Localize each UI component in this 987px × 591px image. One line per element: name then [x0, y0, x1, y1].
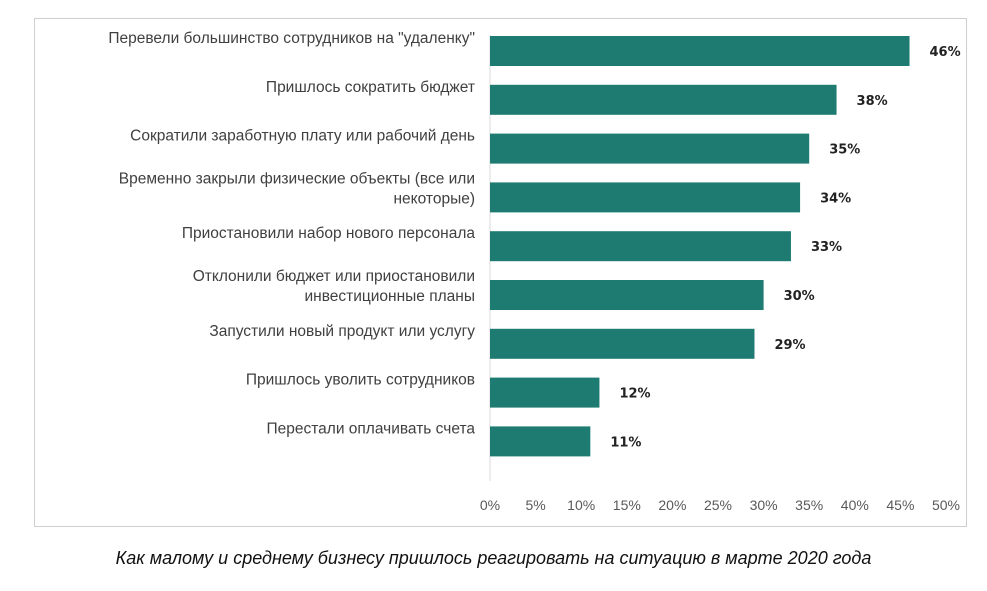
- x-tick-label: 30%: [750, 497, 778, 513]
- category-label: Запустили новый продукт или услугу: [209, 323, 475, 340]
- data-label: 11%: [610, 435, 641, 450]
- data-label: 38%: [857, 94, 888, 109]
- data-label: 35%: [829, 143, 860, 158]
- bar-chart: 46% Перевели большинство сотрудников на "…: [108, 30, 961, 513]
- category-label-line: Перевели большинство сотрудников на "уда…: [108, 30, 475, 47]
- category-label: Пришлось сократить бюджет: [266, 79, 475, 96]
- x-tick-label: 0%: [480, 497, 500, 513]
- x-tick-label: 40%: [841, 497, 869, 513]
- category-label: Сократили заработную плату или рабочий д…: [130, 128, 475, 145]
- x-tick-label: 20%: [658, 497, 686, 513]
- category-label-line: Пришлось сократить бюджет: [266, 79, 475, 96]
- bar: [490, 426, 591, 457]
- category-label-line: Временно закрыли физические объекты (все…: [119, 170, 475, 187]
- category-label-line: Перестали оплачивать счета: [266, 420, 475, 437]
- data-label: 34%: [820, 191, 851, 206]
- category-label-line: Запустили новый продукт или услугу: [209, 323, 475, 340]
- data-label: 30%: [784, 289, 815, 304]
- category-label: Отклонили бюджет или приостановили инвест…: [193, 268, 475, 305]
- category-label: Пришлось уволить сотрудников: [246, 372, 475, 389]
- category-label: Перестали оплачивать счета: [266, 420, 475, 437]
- category-label-line: Пришлось уволить сотрудников: [246, 372, 475, 389]
- data-label: 29%: [774, 338, 805, 353]
- category-label-line: Приостановили набор нового персонала: [182, 225, 476, 242]
- bar: [490, 36, 910, 66]
- bar: [490, 133, 810, 164]
- category-label-line: Отклонили бюджет или приостановили: [193, 268, 475, 285]
- x-tick-label: 10%: [567, 497, 595, 513]
- category-label-line: инвестиционные планы: [304, 288, 475, 305]
- data-label: 33%: [811, 240, 842, 255]
- x-tick-label: 15%: [613, 497, 641, 513]
- x-tick-label: 5%: [525, 497, 545, 513]
- category-label-line: Сократили заработную плату или рабочий д…: [130, 128, 475, 145]
- bar: [490, 84, 837, 115]
- chart-caption: Как малому и среднему бизнесу пришлось р…: [115, 548, 872, 568]
- category-label: Перевели большинство сотрудников на "уда…: [108, 30, 475, 47]
- bar: [490, 377, 600, 408]
- x-tick-label: 45%: [886, 497, 914, 513]
- data-label: 46%: [930, 45, 961, 60]
- bar: [490, 182, 801, 213]
- category-label: Временно закрыли физические объекты (все…: [119, 170, 475, 207]
- x-tick-label: 50%: [932, 497, 960, 513]
- bar: [490, 280, 764, 310]
- data-label: 12%: [619, 387, 650, 402]
- category-label: Приостановили набор нового персонала: [182, 225, 476, 242]
- bar: [490, 231, 791, 262]
- x-tick-label: 25%: [704, 497, 732, 513]
- category-label-line: некоторые): [393, 190, 475, 207]
- bar: [490, 328, 755, 359]
- x-tick-label: 35%: [795, 497, 823, 513]
- chart-frame: 46% Перевели большинство сотрудников на "…: [34, 18, 967, 527]
